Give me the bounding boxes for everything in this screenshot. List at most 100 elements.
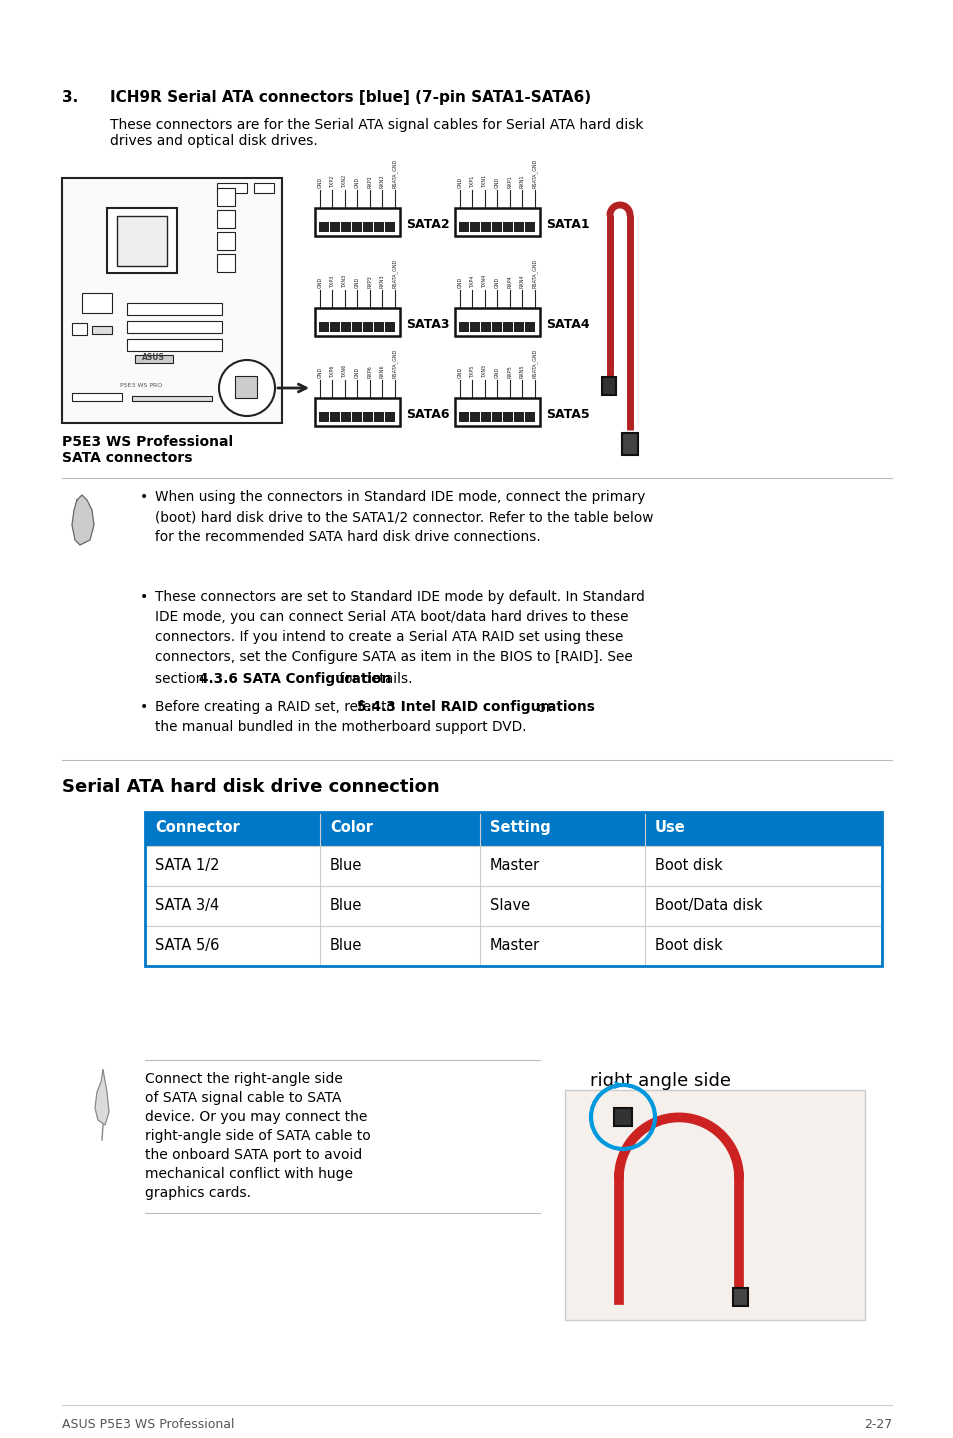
Text: RSATA_GND: RSATA_GND: [392, 158, 397, 188]
Bar: [330, 413, 339, 421]
Bar: [314, 398, 399, 426]
Text: 4.3.6 SATA Configuration: 4.3.6 SATA Configuration: [198, 672, 391, 686]
Text: SATA2: SATA2: [406, 219, 449, 232]
Text: TXP6: TXP6: [330, 365, 335, 378]
Bar: [314, 308, 399, 336]
Text: RXN2: RXN2: [379, 174, 385, 188]
Bar: [341, 322, 351, 332]
Bar: [314, 209, 399, 236]
Bar: [525, 221, 535, 232]
Text: GND: GND: [457, 276, 462, 288]
Text: Before creating a RAID set, refer to: Before creating a RAID set, refer to: [154, 700, 399, 715]
Text: RXN5: RXN5: [519, 364, 524, 378]
Text: SATA 1/2: SATA 1/2: [154, 858, 219, 873]
Text: SATA4: SATA4: [545, 318, 589, 331]
Bar: [222, 393, 256, 401]
Bar: [341, 413, 351, 421]
Bar: [459, 413, 469, 421]
Bar: [91, 326, 112, 334]
Text: device. Or you may connect the: device. Or you may connect the: [145, 1110, 367, 1125]
Text: GND: GND: [317, 367, 322, 378]
Text: the manual bundled in the motherboard support DVD.: the manual bundled in the motherboard su…: [154, 720, 526, 735]
Text: mechanical conflict with huge: mechanical conflict with huge: [145, 1168, 353, 1181]
Bar: [352, 413, 361, 421]
Text: RSATA_GND: RSATA_GND: [532, 348, 537, 378]
Text: RSATA_GND: RSATA_GND: [532, 259, 537, 288]
Text: RXP5: RXP5: [507, 365, 512, 378]
Text: RXN6: RXN6: [379, 364, 385, 378]
Text: Boot disk: Boot disk: [655, 858, 722, 873]
Text: GND: GND: [355, 367, 359, 378]
Bar: [385, 221, 395, 232]
Text: RXN1: RXN1: [519, 174, 524, 188]
Text: for details.: for details.: [335, 672, 413, 686]
Bar: [470, 221, 479, 232]
Text: TXP1: TXP1: [470, 175, 475, 188]
Bar: [481, 413, 491, 421]
Text: Blue: Blue: [330, 938, 362, 953]
Text: GND: GND: [495, 177, 499, 188]
Text: Blue: Blue: [330, 897, 362, 913]
Bar: [71, 393, 122, 401]
Bar: [216, 255, 234, 272]
Bar: [234, 375, 256, 398]
Bar: [514, 413, 523, 421]
Text: Blue: Blue: [330, 858, 362, 873]
Text: RXP3: RXP3: [367, 275, 372, 288]
Bar: [470, 413, 479, 421]
Bar: [601, 377, 616, 395]
FancyArrowPatch shape: [277, 384, 306, 393]
Text: RXP1: RXP1: [507, 175, 512, 188]
Text: Color: Color: [330, 820, 373, 835]
Text: TXP5: TXP5: [470, 365, 475, 378]
Text: •: •: [140, 590, 148, 604]
Text: RXP6: RXP6: [367, 365, 372, 378]
Text: P5E3 WS Professional: P5E3 WS Professional: [62, 436, 233, 449]
Bar: [352, 221, 361, 232]
Text: 3.: 3.: [62, 91, 78, 105]
Text: RXN4: RXN4: [519, 275, 524, 288]
Text: SATA5: SATA5: [545, 408, 589, 421]
Bar: [525, 322, 535, 332]
Bar: [455, 209, 539, 236]
Text: GND: GND: [457, 367, 462, 378]
Text: Boot disk: Boot disk: [655, 938, 722, 953]
Bar: [145, 846, 882, 886]
Text: SATA 5/6: SATA 5/6: [154, 938, 219, 953]
Bar: [363, 221, 373, 232]
Text: TXP4: TXP4: [470, 276, 475, 288]
Bar: [82, 293, 112, 313]
Bar: [525, 413, 535, 421]
Bar: [319, 413, 329, 421]
Bar: [117, 216, 167, 266]
Text: TXN2: TXN2: [342, 175, 347, 188]
Bar: [470, 322, 479, 332]
Bar: [132, 395, 212, 401]
Bar: [385, 322, 395, 332]
Bar: [481, 221, 491, 232]
Bar: [492, 322, 501, 332]
Bar: [385, 413, 395, 421]
Text: These connectors are set to Standard IDE mode by default. In Standard
IDE mode, : These connectors are set to Standard IDE…: [154, 590, 644, 664]
Bar: [514, 221, 523, 232]
Bar: [145, 926, 882, 966]
Text: P5E3 WS PRO: P5E3 WS PRO: [120, 383, 162, 388]
Text: of SATA signal cable to SATA: of SATA signal cable to SATA: [145, 1091, 341, 1104]
Bar: [492, 221, 501, 232]
Bar: [492, 413, 501, 421]
Text: Use: Use: [655, 820, 685, 835]
Bar: [216, 232, 234, 250]
Text: SATA3: SATA3: [406, 318, 449, 331]
Text: ASUS: ASUS: [142, 352, 165, 362]
Text: TXP2: TXP2: [330, 175, 335, 188]
Text: GND: GND: [317, 177, 322, 188]
Bar: [127, 303, 222, 315]
Text: 2-27: 2-27: [862, 1418, 891, 1431]
Text: ASUS P5E3 WS Professional: ASUS P5E3 WS Professional: [62, 1418, 234, 1431]
Text: section: section: [154, 672, 209, 686]
Text: RXP2: RXP2: [367, 175, 372, 188]
Text: RSATA_GND: RSATA_GND: [392, 348, 397, 378]
Bar: [621, 433, 638, 454]
Text: TXN3: TXN3: [342, 275, 347, 288]
Text: GND: GND: [317, 276, 322, 288]
